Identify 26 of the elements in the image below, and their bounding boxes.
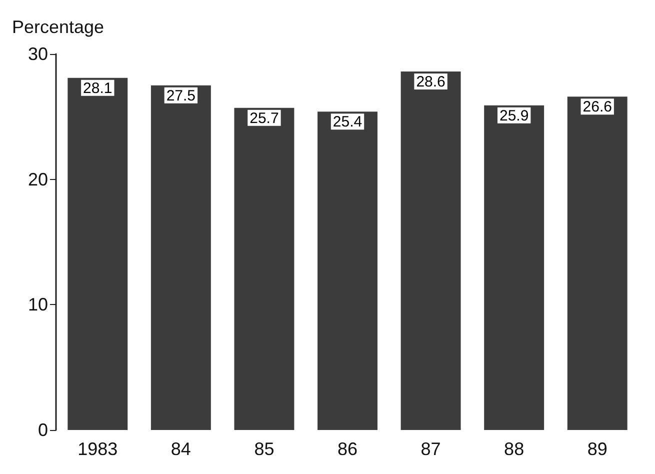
x-tick-label: 86 [337, 439, 358, 459]
y-tick-label: 20 [28, 169, 48, 190]
y-tick-label: 10 [28, 294, 48, 315]
data-label: 28.1 [83, 80, 112, 97]
y-tick-label: 0 [38, 420, 48, 440]
bar [68, 78, 128, 430]
bar [484, 105, 544, 430]
data-label: 25.9 [499, 107, 529, 124]
y-tick-label: 30 [28, 44, 48, 64]
bar [318, 112, 378, 430]
bar [567, 96, 628, 430]
data-label: 25.4 [332, 114, 362, 131]
x-tick-label: 1983 [78, 439, 118, 459]
x-tick-label: 87 [420, 439, 441, 459]
data-label: 28.6 [416, 74, 446, 91]
x-tick-label: 89 [587, 439, 608, 459]
bar [400, 72, 461, 430]
data-label: 25.7 [250, 110, 279, 127]
bar [150, 85, 211, 430]
bar [234, 108, 294, 430]
x-tick-label: 85 [254, 439, 274, 459]
x-tick-label: 84 [170, 439, 191, 459]
x-tick-label: 88 [504, 439, 524, 459]
y-axis-title: Percentage [12, 17, 104, 37]
data-label: 27.5 [166, 87, 196, 104]
data-label: 26.6 [582, 98, 612, 116]
